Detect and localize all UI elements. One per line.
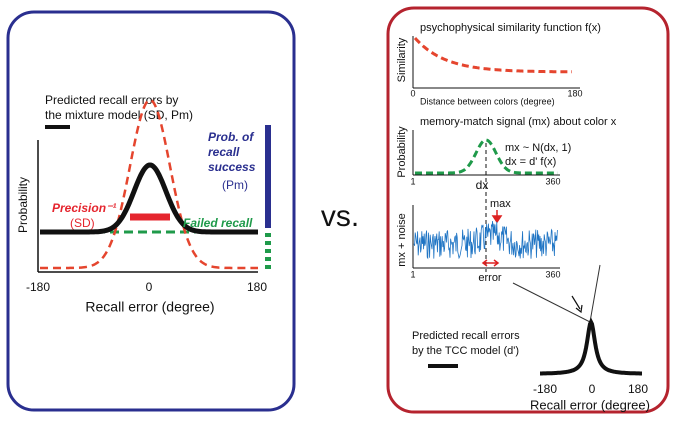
success-sub: (Pm)	[222, 178, 248, 192]
max-label: max	[490, 198, 511, 210]
vs-label: vs.	[321, 200, 359, 233]
right-panel-border	[386, 6, 670, 414]
similarity-title: psychophysical similarity function f(x)	[420, 22, 601, 34]
equation: dx = d' f(x)	[505, 156, 556, 168]
signal-title: memory-match signal (mx) about color x	[420, 116, 617, 128]
x-tick-label: -180	[26, 280, 50, 294]
x-tick-label: 180	[628, 382, 648, 396]
x-tick-label: -180	[533, 382, 557, 396]
noise-y-label: mx + noise	[396, 213, 408, 267]
x-tick-label: 180	[567, 88, 582, 98]
legend-title: Predicted recall errors by	[45, 93, 178, 107]
success-label: Prob. of	[208, 130, 254, 144]
error-arrow	[481, 259, 500, 267]
x-tick-label: 0	[146, 280, 153, 294]
x-tick-label: 180	[247, 280, 267, 294]
y-axis-label: Probability	[16, 177, 30, 233]
x-tick-label: 0	[589, 382, 596, 396]
max-arrow	[491, 210, 503, 224]
x-axis-label: Recall error (degree)	[530, 397, 650, 412]
x-tick-label: 1	[410, 176, 415, 186]
x-tick-label: 360	[545, 269, 560, 279]
dx-label: dx	[476, 178, 489, 192]
equation: mx ~ N(dx, 1)	[505, 142, 571, 154]
error-label: error	[478, 272, 502, 284]
success-bar	[265, 125, 271, 228]
similarity-curve	[413, 36, 572, 74]
mixture-curve	[40, 162, 258, 235]
bracket-arrow	[571, 295, 583, 314]
success-label: success	[208, 160, 256, 174]
x-tick-label: 0	[410, 88, 415, 98]
left-panel-border	[6, 10, 296, 412]
failed-label: Failed recall	[183, 216, 253, 230]
x-axis-label: Recall error (degree)	[85, 299, 214, 315]
success-label: recall	[208, 145, 240, 159]
x-tick-label: 360	[545, 176, 560, 186]
signal-y-label: Probability	[396, 126, 408, 178]
noise-signal	[413, 220, 558, 260]
precision-sub: (SD)	[70, 216, 95, 230]
similarity-y-label: Similarity	[396, 37, 408, 82]
legend-title: the mixture model (SD, Pm)	[45, 108, 193, 122]
similarity-x-label: Distance between colors (degree)	[420, 96, 555, 106]
x-tick-label: 1	[410, 269, 415, 279]
precision-label: Precision⁻¹	[52, 201, 116, 215]
signal-curve	[415, 138, 558, 175]
tcc-legend-title: Predicted recall errors	[412, 330, 520, 342]
tcc-curve	[540, 317, 642, 376]
tcc-legend-title: by the TCC model (d')	[412, 345, 519, 357]
